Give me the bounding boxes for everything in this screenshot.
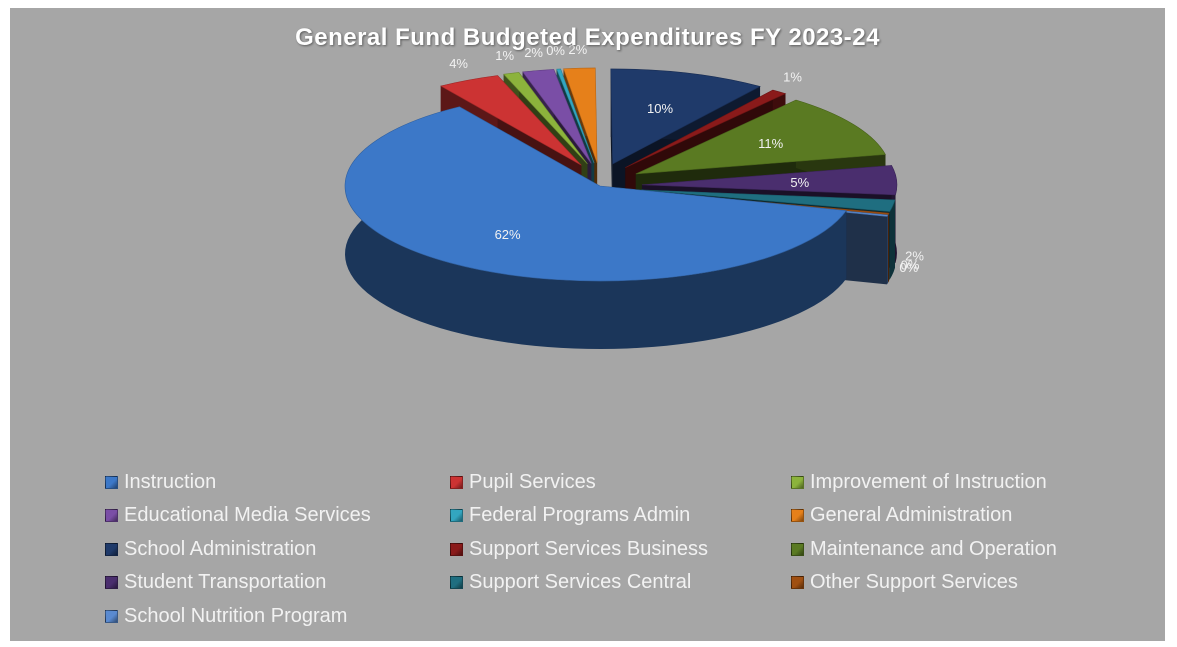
legend-item-improvement-of-instruction: Improvement of Instruction <box>791 468 1047 496</box>
data-label-support-services-business: 1% <box>783 70 802 85</box>
legend-swatch <box>450 509 463 522</box>
pie-slice-instruction <box>344 106 847 349</box>
legend-item-maintenance-and-operation: Maintenance and Operation <box>791 535 1057 563</box>
legend-label: Other Support Services <box>810 571 1018 593</box>
data-label-student-transportation: 5% <box>790 175 809 190</box>
data-label-maintenance-and-operation: 11% <box>758 136 783 151</box>
legend-swatch <box>791 542 804 556</box>
data-label-support-services-central: 2% <box>905 248 924 263</box>
legend-swatch <box>450 475 463 489</box>
legend-swatch <box>791 576 804 589</box>
legend-swatch <box>105 542 118 556</box>
legend-label: Educational Media Services <box>124 504 371 526</box>
legend-item-educational-media-services: Educational Media Services <box>105 502 371 530</box>
data-label-instruction: 62% <box>495 227 521 242</box>
data-label-school-administration: 10% <box>647 101 673 116</box>
data-label-other-support-services: 0% <box>901 258 920 273</box>
data-label-general-administration: 2% <box>568 42 587 57</box>
data-label-pupil-services: 4% <box>449 56 468 71</box>
chart-title: General Fund Budgeted Expenditures FY 20… <box>295 24 880 51</box>
pie-data-labels: 62%4%1% 2% 0% 2%10%1%11%5%2%0%0% <box>449 42 924 275</box>
legend-label: School Administration <box>124 537 317 560</box>
legend-label: Improvement of Instruction <box>810 470 1047 493</box>
data-label-improvement-of-instruction: 1% <box>495 48 514 63</box>
legend-item-federal-programs-admin: Federal Programs Admin <box>450 502 690 530</box>
legend-item-school-administration: School Administration <box>105 535 316 563</box>
legend-item-support-services-central: Support Services Central <box>450 569 691 597</box>
data-label-school-nutrition-program: 0% <box>899 260 918 275</box>
legend-swatch <box>105 475 118 489</box>
legend-label: Maintenance and Operation <box>810 537 1057 560</box>
legend-swatch <box>105 576 118 589</box>
pie-slices <box>344 67 898 349</box>
legend-label: Support Services Central <box>469 571 692 593</box>
chart-area: 62% 4% 1% 2% 0% 2% 10% 1% 11% 5% 2% 0% 0% General Fu… <box>10 8 1165 641</box>
legend-item-student-transportation: Student Transportation <box>105 569 326 597</box>
legend-label: General Administration <box>810 504 1013 526</box>
data-label-educational-media-services: 2% <box>524 45 543 60</box>
legend-item-school-nutrition-program: School Nutrition Program <box>105 602 347 630</box>
legend-label: Pupil Services <box>469 470 596 493</box>
legend-swatch <box>105 609 118 623</box>
legend-swatch <box>450 576 463 589</box>
legend-swatch <box>450 542 463 556</box>
legend-item-general-administration: General Administration <box>791 502 1012 530</box>
legend-swatch <box>105 509 118 522</box>
data-label-federal-programs-admin: 0% <box>546 43 565 58</box>
legend-item-instruction: Instruction <box>105 468 216 496</box>
legend-item-other-support-services: Other Support Services <box>791 569 1018 597</box>
pie-chart: 62%4%1% 2% 0% 2%10%1%11%5%2%0%0% <box>344 42 924 349</box>
legend-swatch <box>791 509 804 522</box>
legend-item-support-services-business: Support Services Business <box>450 535 708 563</box>
legend-label: Instruction <box>124 470 217 493</box>
legend-swatch <box>791 475 804 489</box>
legend-label: School Nutrition Program <box>124 604 348 627</box>
legend-label: Student Transportation <box>124 571 327 593</box>
legend-item-pupil-services: Pupil Services <box>450 468 596 496</box>
legend-label: Federal Programs Admin <box>469 504 691 526</box>
legend-label: Support Services Business <box>469 537 709 560</box>
